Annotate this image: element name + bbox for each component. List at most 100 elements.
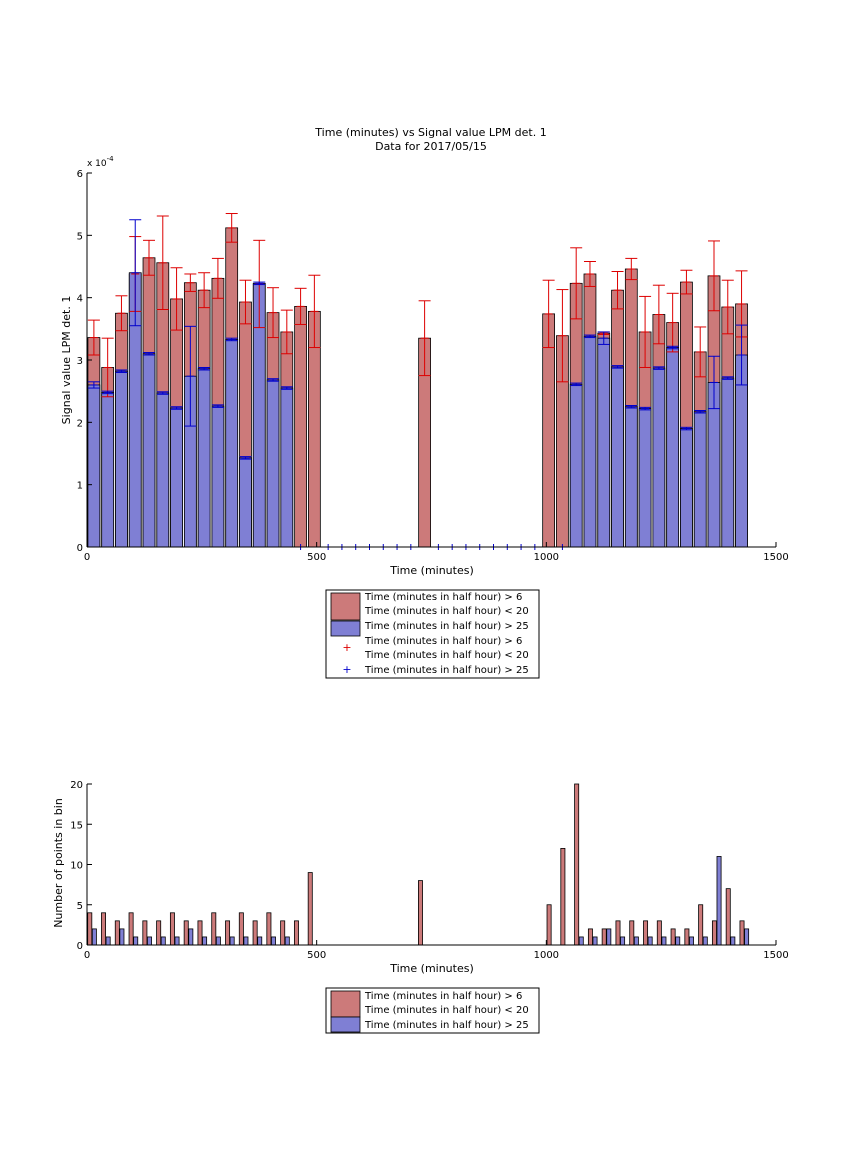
chart2-red-bar (128, 912, 134, 946)
chart2-red-bar (197, 920, 203, 946)
chart2-red-bar (670, 928, 676, 946)
chart2-blue-bar (661, 936, 667, 946)
chart2-red-bar (574, 783, 580, 946)
chart2-red-bar (307, 872, 313, 946)
chart1-ytick-label: 3 (77, 356, 83, 367)
chart2-red-bar (656, 920, 662, 946)
chart2-blue-bar (702, 936, 708, 946)
chart2-blue-bar (716, 856, 722, 946)
chart1-blue-bars (87, 272, 748, 548)
chart2-red-bar (211, 912, 217, 946)
chart1-blue-bar (652, 367, 666, 548)
chart2-blue-bar (147, 936, 152, 946)
chart2-red-bar (183, 920, 189, 946)
chart1-blue-bar (597, 337, 611, 548)
chart1-legend-box (325, 589, 540, 679)
chart1-xtick-label: 0 (84, 552, 90, 563)
chart1-blue-bar (624, 406, 638, 548)
chart1-ytick-label: 1 (77, 481, 83, 492)
chart1-xlabel: Time (minutes) (389, 564, 474, 577)
chart1-xtick-label: 1000 (534, 552, 559, 563)
chart1-subtitle: Data for 2017/05/15 (375, 140, 487, 153)
chart2-ylabel: Number of points in bin (52, 798, 65, 928)
chart2-plot: 0 500 1000 1500 0 5 10 15 20 (70, 780, 788, 961)
legend-blue-patch-icon (330, 620, 361, 637)
chart2-blue-bar (620, 936, 626, 946)
chart2-axes: 0 500 1000 1500 0 5 10 15 20 (70, 780, 788, 961)
chart1-error-bars (87, 213, 748, 460)
chart2-blue-bar (675, 936, 681, 946)
chart2-legend-box (325, 987, 540, 1034)
chart2-blue-bar (215, 936, 221, 946)
chart1-blue-bar (611, 366, 624, 548)
chart2-red-bar (142, 920, 148, 946)
chart2-red-bar (266, 912, 272, 946)
chart2-blue-bar (91, 928, 97, 946)
chart2-blue-bar (133, 936, 139, 946)
chart2-blue-bar (188, 928, 194, 946)
chart1-xtick-label: 500 (307, 552, 326, 563)
chart2-blue-bar (689, 936, 694, 946)
chart2-legend-item-2: Time (minutes in half hour) < 20 (364, 1005, 529, 1016)
chart2-red-bar (418, 880, 423, 946)
chart1-legend-item-5: Time (minutes in half hour) < 20 (364, 650, 529, 661)
chart1-blue-bar (666, 347, 680, 548)
chart1-blue-bar (680, 428, 693, 548)
chart1-axes: 0 500 1000 1500 0 1 2 3 4 5 6 (77, 169, 789, 563)
chart1-legend: + + Time (minutes in half hour) > 6 Time… (325, 589, 540, 679)
chart1-legend-item-2: Time (minutes in half hour) < 20 (364, 606, 529, 617)
chart2-blue-bar (119, 928, 125, 946)
chart2-blue-bar (578, 936, 584, 946)
chart1-blue-bar (280, 387, 294, 548)
chart2-red-bar (225, 920, 231, 946)
chart1-blue-bar (115, 370, 128, 548)
chart2-xtick-label: 0 (84, 950, 90, 961)
chart2-red-bar (684, 928, 690, 946)
chart1-plot: 0 500 1000 1500 0 1 2 3 4 5 6 (77, 169, 789, 563)
chart2-ytick-label: 10 (70, 861, 83, 872)
chart1-blue-bar (569, 383, 583, 548)
chart2-legend: Time (minutes in half hour) > 6 Time (mi… (325, 987, 540, 1034)
chart2-blue-bar (633, 936, 639, 946)
chart1-y-exponent: x 10-4 (87, 155, 114, 169)
chart2-red-bar (169, 912, 175, 946)
chart2-red-bar (114, 920, 120, 946)
chart2-blue-bar (257, 936, 263, 946)
chart2-xlabel: Time (minutes) (389, 962, 474, 975)
chart1-blue-bar (721, 377, 735, 548)
chart2-red-bar (739, 920, 745, 946)
chart1-blue-bar (101, 392, 115, 548)
chart2-red-bar (156, 920, 162, 946)
chart1-blue-bar (211, 405, 225, 548)
chart1-blue-bar (266, 379, 280, 548)
chart1-ylabel: Signal value LPM det. 1 (60, 296, 73, 425)
legend-blue-plus-icon: + (342, 663, 351, 676)
chart2-red-bar (252, 920, 258, 946)
chart2-red-bar (587, 928, 593, 946)
chart2-red-bar (546, 904, 552, 946)
chart1-legend-item-6: Time (minutes in half hour) > 25 (364, 665, 529, 676)
chart2-blue-bar (229, 936, 235, 946)
chart2-red-bar (238, 912, 244, 946)
chart1-ytick-label: 6 (77, 169, 83, 180)
chart2-red-bar (87, 912, 93, 946)
chart2-red-bar (601, 928, 607, 946)
chart1-legend-item-4: Time (minutes in half hour) > 6 (364, 636, 522, 647)
chart1-blue-bar (693, 411, 707, 548)
chart2-blue-bar (271, 936, 276, 946)
chart1-red-bar (542, 313, 556, 548)
chart2-blue-bar (744, 928, 750, 946)
chart2-red-bar (615, 920, 621, 946)
chart2-xtick-label: 1000 (534, 950, 559, 961)
chart2-red-bar (711, 920, 717, 946)
chart1-blue-bar (142, 353, 156, 548)
chart1-blue-bar (170, 407, 183, 548)
chart1-blue-bar (225, 339, 239, 548)
chart1-blue-bar (638, 408, 652, 548)
chart1-legend-item-3: Time (minutes in half hour) > 25 (364, 621, 529, 632)
chart1-xtick-label: 1500 (763, 552, 788, 563)
legend-red-plus-icon: + (342, 641, 351, 654)
legend-red-patch-icon (330, 592, 361, 621)
chart2-blue-bar (606, 928, 612, 946)
chart2-blue-bar (730, 936, 736, 946)
